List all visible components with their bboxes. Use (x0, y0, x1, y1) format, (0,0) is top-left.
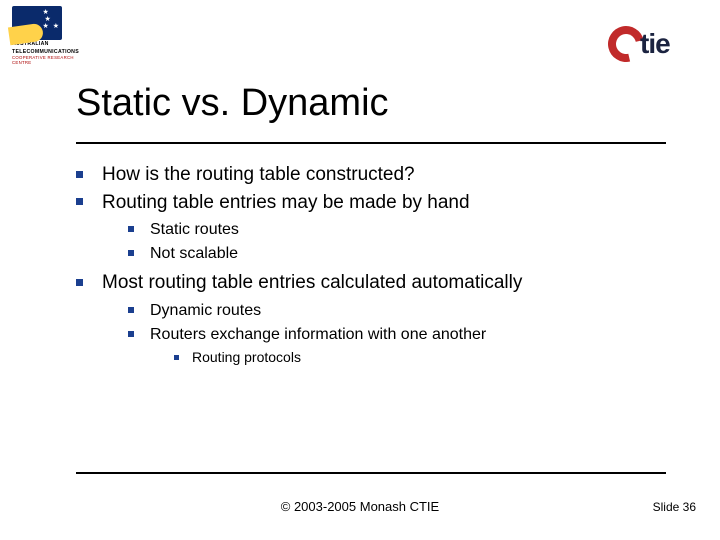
slide-body: How is the routing table constructed? Ro… (76, 160, 666, 373)
ctie-logo: tie (608, 26, 708, 66)
title-underline (76, 142, 666, 144)
flag-icon: ★ ★★ ★ (12, 6, 62, 40)
bullet-text: Most routing table entries calculated au… (102, 272, 522, 293)
bullet-text: Routing protocols (192, 349, 301, 365)
footer-copyright: © 2003-2005 Monash CTIE (0, 499, 720, 514)
list-item: Dynamic routes (128, 300, 666, 322)
slide-title: Static vs. Dynamic (76, 82, 389, 125)
bullet-text: Dynamic routes (150, 302, 261, 319)
list-item: Routers exchange information with one an… (128, 324, 666, 367)
list-item: How is the routing table constructed? (76, 162, 666, 188)
list-item: Not scalable (128, 243, 666, 265)
slide-number: Slide 36 (653, 500, 696, 514)
bullet-text: Routers exchange information with one an… (150, 326, 486, 343)
list-item: Routing protocols (174, 348, 666, 367)
ctie-text: tie (640, 28, 670, 60)
footer-rule (76, 472, 666, 474)
bullet-text: Routing table entries may be made by han… (102, 192, 470, 213)
bullet-text: Static routes (150, 221, 239, 238)
list-item: Routing table entries may be made by han… (76, 190, 666, 265)
list-item: Most routing table entries calculated au… (76, 270, 666, 367)
logo-left-sub: COOPERATIVE RESEARCH CENTRE (12, 55, 86, 65)
bullet-text: How is the routing table constructed? (102, 164, 415, 185)
header: ★ ★★ ★ AUSTRALIAN TELECOMMUNICATIONS COO… (0, 0, 720, 80)
australian-telecom-logo: ★ ★★ ★ AUSTRALIAN TELECOMMUNICATIONS COO… (12, 6, 86, 72)
list-item: Static routes (128, 219, 666, 241)
bullet-text: Not scalable (150, 245, 238, 262)
